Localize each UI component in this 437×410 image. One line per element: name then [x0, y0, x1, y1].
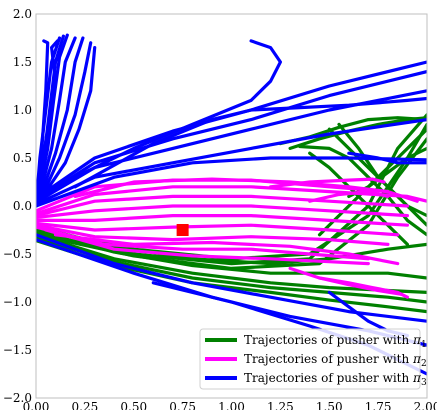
trajectory-line	[53, 39, 282, 189]
trajectory-line	[53, 233, 400, 266]
x-tick-label: 0.25	[72, 400, 99, 410]
legend-entry: Trajectories of pusher with π2	[244, 352, 427, 369]
y-tick-label: 0.0	[13, 199, 32, 213]
trajectory-line	[337, 122, 427, 227]
y-tick-label: −2.0	[3, 391, 32, 405]
y-tick-label: −1.0	[3, 295, 32, 309]
trajectory-line	[36, 39, 60, 203]
trajectory-line	[36, 156, 427, 208]
trajectory-line	[36, 233, 427, 323]
trajectory-line	[38, 36, 85, 200]
y-tick-label: 1.5	[13, 55, 32, 69]
y-tick-label: −0.5	[3, 247, 32, 261]
trajectory-line	[269, 177, 386, 189]
y-tick-label: 2.0	[13, 7, 32, 21]
trajectory-line	[347, 151, 427, 165]
trajectory-line	[36, 214, 409, 227]
x-axis: 0.00 0.25 0.50 0.75 1.00 1.25 1.50 1.75 2.00	[23, 400, 437, 410]
y-tick-label: 1.0	[13, 103, 32, 117]
x-tick-label: 0.75	[169, 400, 196, 410]
plot-frame	[35, 13, 428, 399]
y-axis: 2.0 1.5 1.0 0.5 0.0 −0.5 −1.0 −1.5 −2.0	[3, 7, 32, 405]
y-tick-label: −1.5	[3, 343, 32, 357]
legend-entry: Trajectories of pusher with π3	[244, 371, 427, 388]
legend: Trajectories of pusher with π1 Trajectori…	[199, 328, 427, 390]
x-tick-label: 2.00	[414, 400, 437, 410]
trajectory-line	[36, 223, 390, 246]
trajectory-line	[36, 225, 370, 261]
trajectory-line	[36, 194, 409, 218]
x-tick-label: 1.25	[267, 400, 294, 410]
trajectory-line	[36, 221, 400, 237]
trajectory-line	[36, 185, 427, 216]
trajectory-line	[73, 96, 427, 189]
x-tick-label: 1.75	[365, 400, 392, 410]
x-tick-label: 1.50	[316, 400, 343, 410]
series-3	[36, 33, 427, 376]
trajectory-line	[36, 36, 77, 203]
trajectory-line	[73, 177, 390, 198]
marker-layer	[176, 224, 189, 236]
trajectory-line	[288, 266, 404, 296]
trajectory-line	[44, 45, 97, 194]
series-layer	[36, 33, 427, 376]
trajectory-line	[44, 228, 370, 266]
trajectory-line	[40, 41, 93, 198]
y-tick-label: 0.5	[13, 151, 32, 165]
x-tick-label: 0.00	[23, 400, 50, 410]
trajectory-line	[36, 137, 427, 270]
start-marker	[176, 224, 189, 236]
trajectory-line	[36, 113, 427, 266]
trajectory-line	[36, 204, 409, 220]
legend-box	[199, 328, 421, 390]
trajectory-line	[36, 236, 427, 304]
x-tick-label: 1.00	[218, 400, 245, 410]
legend-entry: Trajectories of pusher with π1	[244, 333, 427, 350]
trajectory-line	[298, 144, 427, 237]
trajectory-line	[317, 127, 427, 237]
trajectory-line	[36, 69, 427, 202]
trajectory-line	[308, 190, 390, 203]
x-tick-label: 0.50	[120, 400, 147, 410]
series-2	[36, 177, 427, 299]
